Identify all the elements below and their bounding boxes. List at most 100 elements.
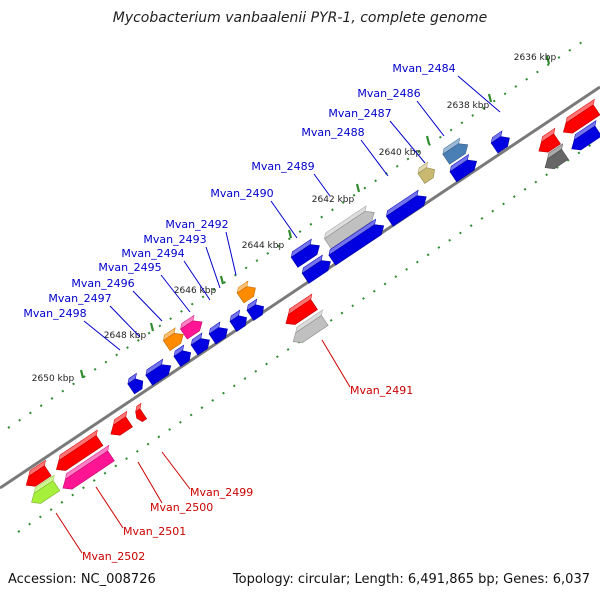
- gene-feature[interactable]: [178, 314, 205, 340]
- tick-mark: [545, 55, 551, 65]
- gene-label-forward[interactable]: Mvan_2498: [23, 307, 86, 320]
- label-leader-line: [225, 231, 237, 276]
- gene-front-face: [62, 450, 115, 490]
- gene-feature[interactable]: [245, 298, 267, 321]
- gene-label-reverse[interactable]: Mvan_2499: [190, 486, 253, 499]
- gene-feature[interactable]: [289, 237, 323, 268]
- gene-feature[interactable]: [416, 161, 438, 184]
- label-leader-line: [55, 512, 83, 554]
- gene-label-forward[interactable]: Mvan_2486: [357, 87, 420, 100]
- tick-label: 2636 kbp: [514, 53, 557, 63]
- gene-front-face: [31, 480, 61, 504]
- gene-front-face: [208, 327, 228, 345]
- gene-feature[interactable]: [51, 429, 106, 474]
- gene-label-forward[interactable]: Mvan_2496: [71, 277, 134, 290]
- tick-label: 2650 kbp: [32, 374, 75, 384]
- gene-front-face: [442, 143, 469, 165]
- gene-feature[interactable]: [558, 98, 600, 137]
- gene-label-forward[interactable]: Mvan_2490: [210, 187, 273, 200]
- gene-feature[interactable]: [288, 309, 332, 347]
- gene-front-face: [490, 136, 510, 154]
- gene-label-forward[interactable]: Mvan_2495: [98, 261, 161, 274]
- gene-feature[interactable]: [207, 321, 231, 345]
- tick-mark: [287, 229, 293, 239]
- gene-feature[interactable]: [539, 143, 571, 173]
- gene-front-face: [285, 299, 318, 325]
- gene-front-face: [25, 465, 52, 487]
- gene-front-face: [292, 315, 329, 343]
- map-title: Mycobacterium vanbaalenii PYR-1, complet…: [113, 10, 488, 26]
- gene-feature[interactable]: [533, 127, 564, 156]
- gene-front-face: [56, 435, 104, 471]
- gene-feature[interactable]: [448, 153, 480, 183]
- tick-mark: [79, 369, 85, 379]
- gene-label-forward[interactable]: Mvan_2487: [328, 107, 391, 120]
- tick-mark: [355, 183, 361, 193]
- tick-mark: [487, 93, 493, 103]
- gene-feature[interactable]: [144, 357, 175, 386]
- gene-feature[interactable]: [172, 344, 194, 367]
- gene-feature[interactable]: [235, 280, 259, 304]
- gene-label-forward[interactable]: Mvan_2489: [251, 160, 314, 173]
- gene-feature[interactable]: [189, 332, 213, 356]
- gene-feature[interactable]: [384, 188, 429, 227]
- gene-front-face: [544, 148, 569, 170]
- gene-feature[interactable]: [105, 410, 136, 439]
- label-leader-line: [83, 320, 121, 351]
- label-leader-line: [389, 120, 426, 164]
- label-leaders: [55, 75, 501, 554]
- gene-front-face: [538, 133, 561, 153]
- tick-label: 2640 kbp: [379, 148, 422, 158]
- gene-feature[interactable]: [280, 293, 320, 328]
- label-leader-line: [205, 246, 221, 289]
- gene-feature[interactable]: [57, 444, 117, 493]
- gene-front-face: [135, 408, 148, 423]
- label-leader-line: [183, 260, 211, 301]
- label-leader-line: [360, 139, 389, 177]
- gene-feature[interactable]: [21, 459, 55, 490]
- gene-front-face: [127, 378, 144, 395]
- label-leader-line: [321, 339, 351, 388]
- gene-label-forward[interactable]: Mvan_2497: [48, 292, 111, 305]
- gene-front-face: [236, 286, 256, 304]
- gene-feature[interactable]: [441, 136, 472, 165]
- gene-label-forward[interactable]: Mvan_2494: [121, 247, 184, 260]
- gene-feature[interactable]: [26, 474, 63, 507]
- gene-feature[interactable]: [300, 253, 334, 284]
- gene-label-reverse[interactable]: Mvan_2502: [82, 550, 145, 563]
- accession-text: Accession: NC_008726: [8, 572, 156, 587]
- label-leader-line: [137, 461, 163, 504]
- gene-feature[interactable]: [126, 372, 147, 395]
- gene-feature[interactable]: [489, 130, 513, 154]
- tick-label: 2644 kbp: [242, 241, 285, 251]
- gene-label-forward[interactable]: Mvan_2484: [392, 62, 455, 75]
- gene-feature[interactable]: [566, 120, 600, 154]
- tick-label: 2648 kbp: [104, 331, 147, 341]
- outer-ruler-track: [7, 39, 586, 429]
- genome-backbone: [0, 85, 600, 490]
- gene-labels: Mvan_2484 Mvan_2486 Mvan_2487 Mvan_2488 Mvan…: [23, 62, 455, 563]
- gene-front-face: [229, 315, 247, 332]
- gene-label-reverse[interactable]: Mvan_2500: [150, 501, 213, 514]
- label-leader-line: [95, 486, 124, 529]
- gene-label-forward[interactable]: Mvan_2488: [301, 126, 364, 139]
- gene-feature[interactable]: [228, 309, 250, 332]
- gene-front-face: [417, 167, 435, 184]
- gene-front-face: [162, 333, 184, 351]
- gene-label-forward[interactable]: Mvan_2493: [143, 233, 206, 246]
- gene-feature[interactable]: [327, 217, 387, 266]
- gene-front-face: [246, 304, 264, 321]
- gene-label-reverse[interactable]: Mvan_2491: [350, 384, 413, 397]
- tick-marks: 2636 kbp 2638 kbp 2640 kbp 2642 kbp 2644 kbp…: [32, 53, 557, 384]
- label-leader-line: [416, 100, 445, 137]
- gene-feature[interactable]: [161, 326, 187, 351]
- tick-mark: [425, 135, 431, 145]
- gene-front-face: [323, 211, 375, 249]
- tick-mark: [219, 275, 225, 285]
- gene-feature[interactable]: [322, 204, 377, 249]
- gene-feature[interactable]: [131, 402, 150, 423]
- gene-label-forward[interactable]: Mvan_2492: [165, 218, 228, 231]
- gene-label-reverse[interactable]: Mvan_2501: [123, 525, 186, 538]
